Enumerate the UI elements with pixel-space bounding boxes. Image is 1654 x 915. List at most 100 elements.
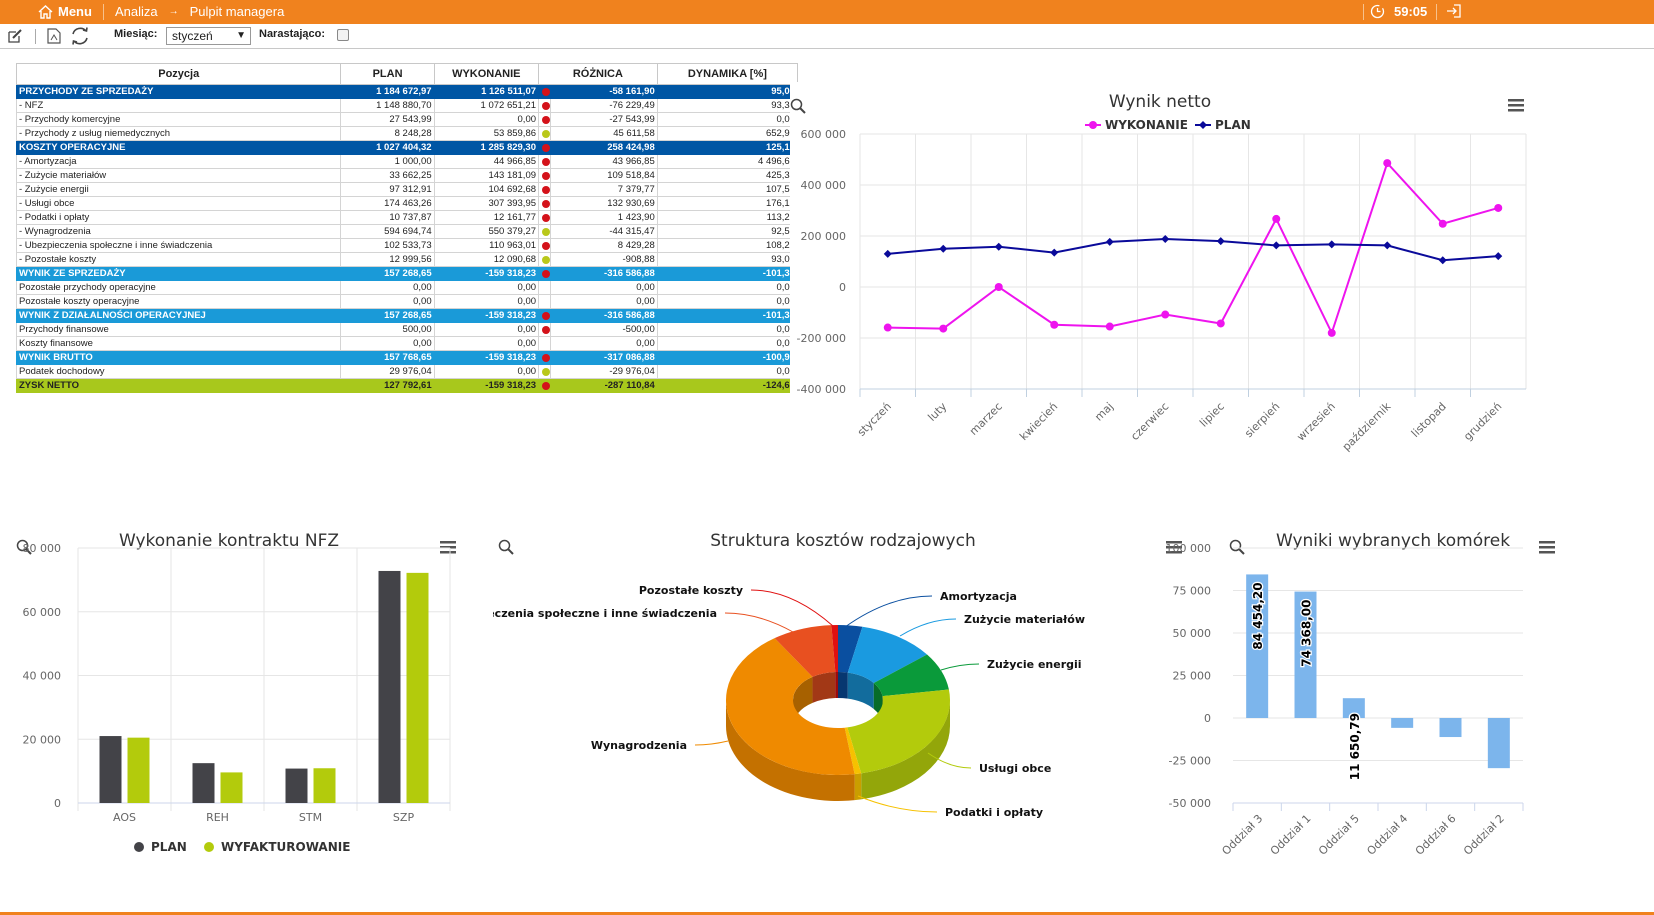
label-connector xyxy=(857,795,938,813)
col-header-roznica[interactable]: RÓŻNICA xyxy=(538,63,658,85)
dynamika-value: 93,36 xyxy=(656,98,799,113)
wykonanie-value: -159 318,23 xyxy=(433,266,540,281)
pdf-export-button[interactable] xyxy=(47,28,61,47)
menu-button[interactable]: Menu xyxy=(38,4,92,19)
y-tick-label: 0 xyxy=(1204,712,1211,725)
x-tick-label: Oddział 3 xyxy=(1219,812,1265,858)
table-row[interactable]: Pozostałe przychody operacyjne 0,00 0,00 0,… xyxy=(15,280,799,295)
table-row[interactable]: - Przychody z usług niemedycznych 8 248,2… xyxy=(15,126,799,141)
data-point xyxy=(1327,240,1336,249)
wykonanie-value: 110 963,01 xyxy=(433,238,540,253)
table-row[interactable]: WYNIK ZE SPRZEDAŻY 157 268,65 -159 318,23-… xyxy=(15,266,799,281)
data-label: 11 650,79 xyxy=(1348,713,1362,780)
table-row[interactable]: - Zużycie materiałów 33 662,25 143 181,09 1… xyxy=(15,168,799,183)
status-cell xyxy=(538,112,552,127)
table-row[interactable]: WYNIK BRUTTO 157 768,65 -159 318,23 -317 08… xyxy=(15,350,799,365)
status-indicator-red xyxy=(542,353,551,362)
wykonanie-value: 1 285 829,30 xyxy=(433,140,540,155)
table-row[interactable]: - Ubezpieczenia społeczne i inne świadcz… xyxy=(15,238,799,253)
table-row[interactable]: Podatek dochodowy 29 976,04 0,00 -29 976,04… xyxy=(15,364,799,379)
row-label: - Pozostałe koszty xyxy=(15,252,342,267)
table-row[interactable]: - Podatki i opłaty 10 737,87 12 161,77 1 42… xyxy=(15,210,799,225)
col-header-plan[interactable]: PLAN xyxy=(340,63,435,85)
table-row[interactable]: PRZYCHODY ZE SPRZEDAŻY 1 184 672,97 1 126 … xyxy=(15,84,799,99)
series-line-plan xyxy=(887,238,1499,262)
status-cell xyxy=(538,294,552,309)
chart-menu-button[interactable] xyxy=(1166,540,1182,559)
table-row[interactable]: Koszty finansowe 0,00 0,00 0,00 0,00 xyxy=(15,336,799,351)
wykonanie-value: 53 859,86 xyxy=(433,126,540,141)
refresh-button[interactable] xyxy=(69,25,91,50)
col-header-dynamika[interactable]: DYNAMIKA [%] xyxy=(656,63,799,85)
legend-label-plan: PLAN xyxy=(1215,118,1251,132)
plan-value: 157 268,65 xyxy=(340,266,435,281)
data-point xyxy=(1105,322,1114,331)
status-cell xyxy=(538,168,552,183)
cumulative-checkbox[interactable] xyxy=(337,29,349,41)
wykonanie-value: 0,00 xyxy=(433,336,540,351)
roznica-value: -287 110,84 xyxy=(550,378,658,393)
table-row[interactable]: - Wynagrodzenia 594 694,74 550 379,27 -44 3… xyxy=(15,224,799,239)
chart-menu-button[interactable] xyxy=(1539,540,1555,559)
wykonanie-value: 1 126 511,07 xyxy=(433,84,540,99)
chart-menu-button[interactable] xyxy=(1508,98,1524,117)
table-row[interactable]: - Usługi obce 174 463,26 307 393,95 132 930… xyxy=(15,196,799,211)
table-row[interactable]: KOSZTY OPERACYJNE 1 027 404,32 1 285 829,3… xyxy=(15,140,799,155)
table-row[interactable]: - Zużycie energii 97 312,91 104 692,68 7 37… xyxy=(15,182,799,197)
y-tick-label: 400 000 xyxy=(801,179,847,192)
logout-button[interactable] xyxy=(1446,4,1461,18)
hamburger-icon xyxy=(440,541,456,554)
col-header-pozycja[interactable]: Pozycja xyxy=(15,63,342,85)
wykonanie-value: 104 692,68 xyxy=(433,182,540,197)
plan-value: 0,00 xyxy=(340,280,435,295)
search-icon xyxy=(16,539,32,555)
chart-menu-button[interactable] xyxy=(440,540,456,559)
bar xyxy=(1391,718,1414,728)
slice-zużycie-materiałów xyxy=(847,626,928,684)
edit-icon xyxy=(8,29,22,43)
status-cell xyxy=(538,336,552,351)
status-indicator-yellow xyxy=(542,129,551,138)
data-point xyxy=(1050,320,1059,329)
row-label: - Ubezpieczenia społeczne i inne świadcz… xyxy=(15,238,342,253)
bar xyxy=(1246,574,1269,718)
x-tick-label: grudzień xyxy=(1461,400,1504,443)
month-select[interactable]: styczeń ▼ xyxy=(166,27,251,45)
table-row[interactable]: - Przychody komercyjne 27 543,99 0,00 -27 5… xyxy=(15,112,799,127)
zoom-button[interactable] xyxy=(498,539,514,560)
plan-value: 157 268,65 xyxy=(340,308,435,323)
dynamika-value: -100,98 xyxy=(656,350,799,365)
x-tick-label: kwiecień xyxy=(1017,400,1060,443)
col-header-wykonanie[interactable]: WYKONANIE xyxy=(433,63,540,85)
status-cell xyxy=(538,266,552,281)
bottom-accent-bar xyxy=(0,912,1654,915)
bar xyxy=(1439,718,1462,738)
table-row[interactable]: - Amortyzacja 1 000,00 44 966,85 43 966,85 4… xyxy=(15,154,799,169)
roznica-value: -58 161,90 xyxy=(550,84,658,99)
data-label: 74 368,00 xyxy=(1300,600,1314,667)
bar-wyfakturowanie xyxy=(127,737,150,803)
data-point xyxy=(1272,214,1281,223)
table-row[interactable]: Pozostałe koszty operacyjne 0,00 0,00 0,00 0… xyxy=(15,294,799,309)
table-row[interactable]: - NFZ 1 148 880,70 1 072 651,21 -76 229,49 9… xyxy=(15,98,799,113)
breadcrumb-analiza[interactable]: Analiza xyxy=(115,4,158,19)
timer-value: 59:05 xyxy=(1394,4,1428,19)
zoom-button[interactable] xyxy=(790,98,806,119)
table-row[interactable]: ZYSK NETTO 127 792,61 -159 318,23 -287 110,… xyxy=(15,378,799,393)
legend-label-wykonanie: WYKONANIE xyxy=(1105,118,1188,132)
breadcrumb-pulpit[interactable]: Pulpit managera xyxy=(189,4,285,19)
slice-label: Zużycie materiałów xyxy=(964,613,1085,626)
table-row[interactable]: WYNIK Z DZIAŁALNOŚCI OPERACYJNEJ 157 268,… xyxy=(15,308,799,323)
table-row[interactable]: Przychody finansowe 500,00 0,00 -500,00 0,00 xyxy=(15,322,799,337)
row-label: - Podatki i opłaty xyxy=(15,210,342,225)
table-row[interactable]: - Pozostałe koszty 12 999,56 12 090,68 -908… xyxy=(15,252,799,267)
dynamika-value: 125,15 xyxy=(656,140,799,155)
menu-label: Menu xyxy=(58,4,92,19)
session-timer: 59:05 xyxy=(1370,4,1427,19)
edit-button[interactable] xyxy=(7,28,23,47)
status-indicator-red xyxy=(542,87,551,96)
data-point xyxy=(1494,203,1503,212)
zoom-button[interactable] xyxy=(1229,539,1245,560)
zoom-button[interactable] xyxy=(16,539,32,560)
slice-zużycie-energii xyxy=(873,654,949,697)
